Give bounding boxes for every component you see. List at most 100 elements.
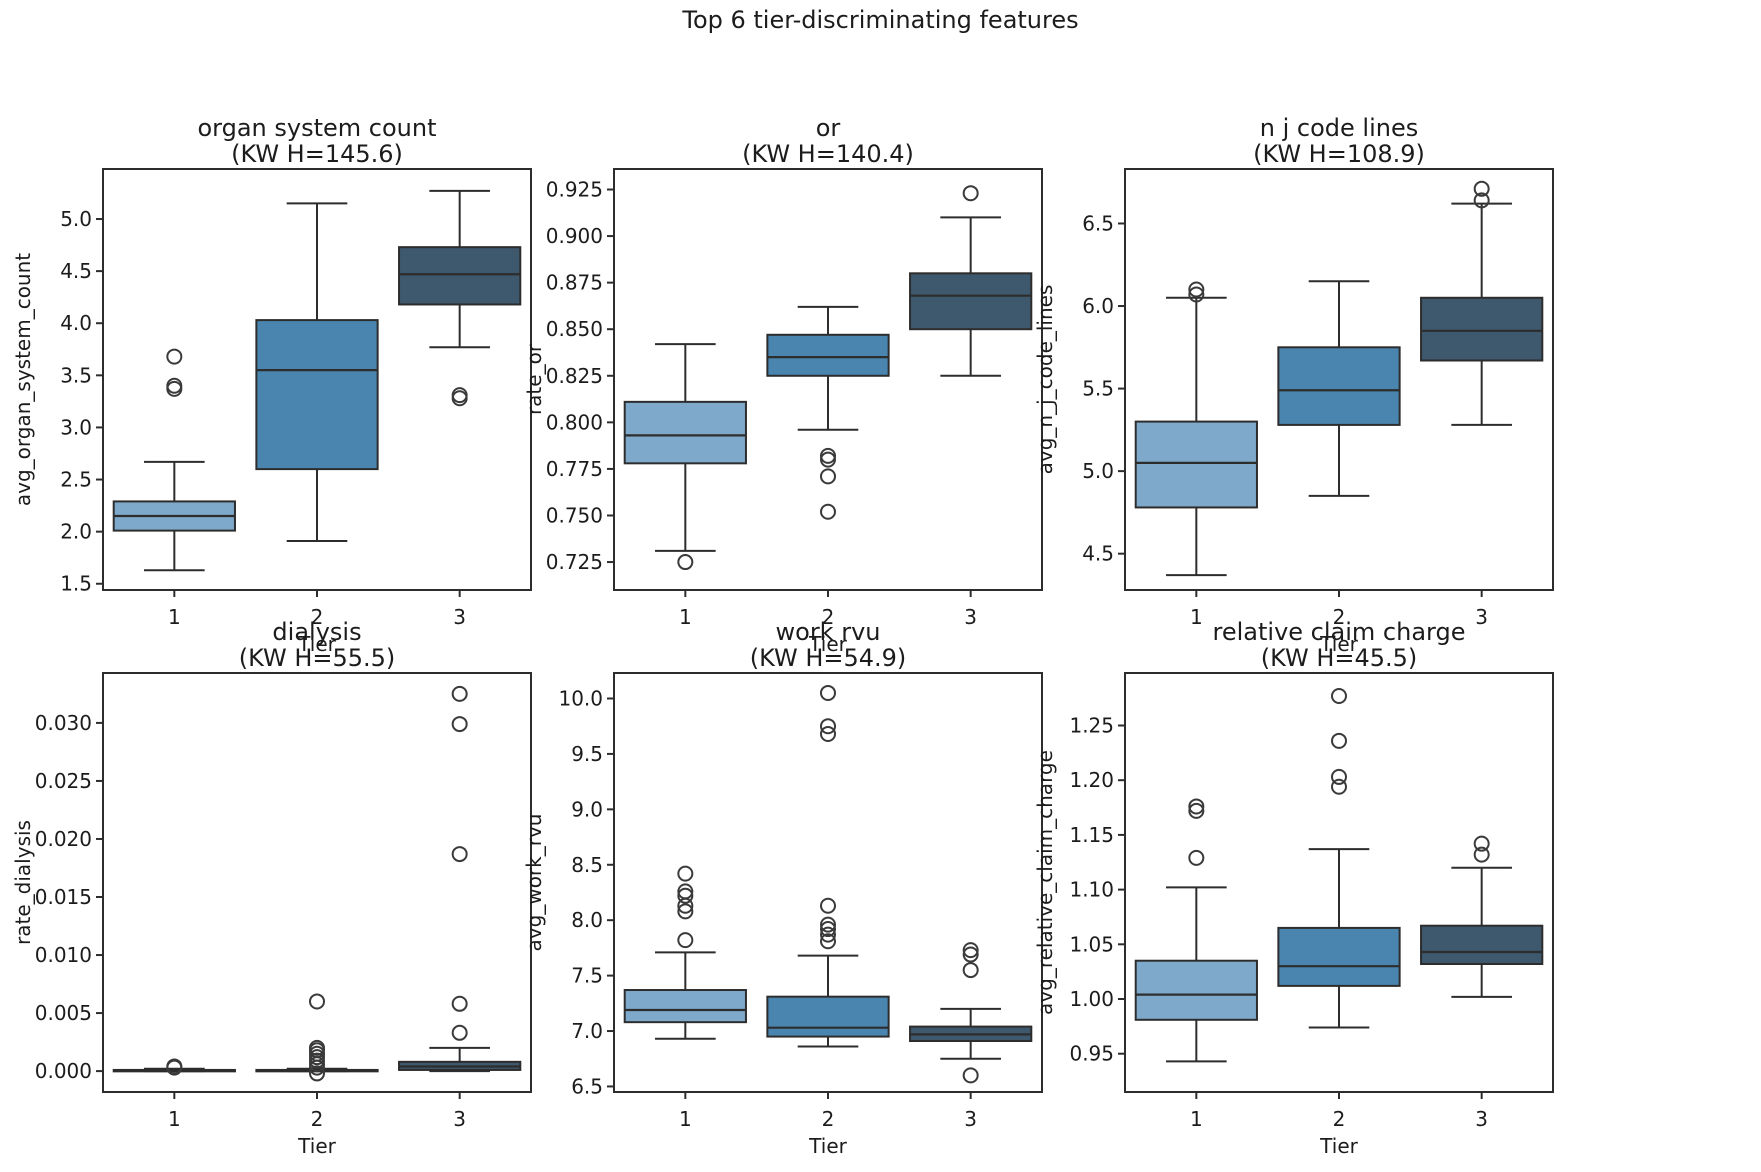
- x-tick-label: 3: [453, 605, 466, 629]
- y-tick-label: 1.00: [1069, 987, 1114, 1011]
- outlier-icon: [1331, 778, 1347, 795]
- box-tier-2: [766, 305, 890, 520]
- outlier-icon: [1331, 768, 1347, 785]
- y-tick-label: 0.010: [35, 943, 92, 967]
- subplot-organ-system-count: 1.5 2.0 2.5 3.0 3.5 4.0 4.5 5.0 1 2 3 Tier avg_organ…: [11, 114, 532, 656]
- y-tick-label: 5.0: [60, 207, 92, 231]
- iqr-box: [623, 989, 747, 1024]
- outlier-icon: [451, 1024, 468, 1041]
- y-tick-label: 4.0: [60, 311, 92, 335]
- axes-frame: [102, 672, 532, 1093]
- outlier-icon: [451, 716, 468, 733]
- outlier-icon: [451, 995, 468, 1012]
- outlier-icon: [1188, 802, 1205, 819]
- subplot-relative-claim-charge: 0.95 1.00 1.05 1.10 1.15 1.20 1.25 1 2 3 Tier avg_r…: [1033, 618, 1554, 1158]
- outlier-icon: [820, 718, 836, 735]
- x-axis-label: Tier: [1319, 632, 1358, 656]
- x-tick-label: 2: [311, 605, 324, 629]
- y-axis-label: avg_organ_system_count: [11, 253, 35, 506]
- outlier-icon: [677, 903, 694, 920]
- outlier-icon: [820, 933, 836, 950]
- y-tick-label: 9.0: [571, 797, 603, 821]
- outlier-icon: [1473, 192, 1490, 209]
- outlier-icon: [166, 377, 183, 394]
- y-tick-label: 1.05: [1069, 932, 1114, 956]
- y-tick-label: 1.5: [60, 572, 92, 596]
- y-tick-label: 0.95: [1069, 1042, 1114, 1066]
- box-tier-3: [1420, 835, 1544, 998]
- box-tier-2: [1277, 687, 1401, 1029]
- y-tick-label: 7.0: [571, 1019, 603, 1043]
- y-tick-label: 4.5: [1082, 542, 1114, 566]
- y-tick-label: 2.0: [60, 520, 92, 544]
- outlier-icon: [451, 390, 468, 407]
- outlier-icon: [1188, 798, 1205, 815]
- outlier-icon: [309, 993, 325, 1010]
- y-tick-label: 3.5: [60, 363, 92, 387]
- box-tier-3: [1420, 180, 1544, 426]
- y-tick-label: 0.725: [546, 550, 603, 574]
- outlier-icon: [1188, 286, 1205, 303]
- outlier-icon: [1331, 687, 1347, 704]
- box-tier-1: [623, 343, 747, 571]
- y-tick-label: 6.0: [1082, 294, 1114, 318]
- figure-title: Top 6 tier-discriminating features: [682, 6, 1079, 34]
- iqr-box: [255, 319, 379, 471]
- y-tick-label: 0.800: [546, 410, 603, 434]
- subplot-n-j-code-lines: 4.5 5.0 5.5 6.0 6.5 1 2 3 Tier avg_n_j_code_lines…: [1033, 114, 1554, 656]
- x-tick-label: 3: [964, 1107, 977, 1131]
- x-tick-label: 2: [311, 1107, 324, 1131]
- y-tick-label: 7.5: [571, 964, 603, 988]
- box-tier-2: [1277, 280, 1401, 497]
- outlier-icon: [1473, 180, 1490, 197]
- y-tick-label: 0.020: [35, 827, 92, 851]
- y-tick-label: 0.025: [35, 769, 92, 793]
- y-tick-label: 1.15: [1069, 823, 1114, 847]
- outlier-icon: [677, 554, 694, 571]
- x-tick-label: 1: [168, 1107, 181, 1131]
- y-tick-label: 6.5: [1082, 211, 1114, 235]
- y-tick-label: 0.750: [546, 503, 603, 527]
- outlier-icon: [962, 185, 979, 202]
- box-tier-3: [909, 185, 1033, 377]
- y-axis-label: avg_n_j_code_lines: [1033, 285, 1057, 475]
- x-tick-label: 3: [1475, 1107, 1488, 1131]
- box-tier-3: [398, 189, 522, 407]
- y-tick-label: 0.015: [35, 885, 92, 909]
- outlier-icon: [820, 503, 836, 520]
- outlier-icon: [451, 846, 468, 863]
- outlier-icon: [677, 883, 694, 900]
- y-tick-label: 1.10: [1069, 878, 1114, 902]
- subplot-title: organ system count (KW H=145.6): [197, 114, 436, 168]
- box-tier-2: [766, 684, 890, 1048]
- axes-frame: [1124, 672, 1554, 1093]
- x-tick-label: 1: [168, 605, 181, 629]
- iqr-box: [1277, 346, 1401, 426]
- y-tick-label: 0.925: [546, 177, 603, 201]
- axes-frame: [102, 168, 532, 591]
- outlier-icon: [451, 387, 468, 404]
- y-tick-label: 9.5: [571, 742, 603, 766]
- y-axis-label: avg_work_rvu: [522, 814, 546, 952]
- outlier-icon: [820, 725, 836, 742]
- outlier-icon: [1473, 835, 1490, 852]
- outlier-icon: [309, 1065, 325, 1082]
- y-axis-label: rate_dialysis: [11, 820, 35, 945]
- outlier-icon: [962, 1067, 979, 1084]
- x-tick-label: 2: [1333, 1107, 1346, 1131]
- outlier-icon: [820, 916, 836, 933]
- iqr-box: [909, 272, 1033, 331]
- y-tick-label: 0.900: [546, 224, 603, 248]
- box-tier-1: [1134, 798, 1258, 1063]
- x-tick-label: 3: [1475, 605, 1488, 629]
- y-tick-label: 2.5: [60, 468, 92, 492]
- y-tick-label: 5.5: [1082, 377, 1114, 401]
- x-tick-label: 2: [822, 605, 835, 629]
- y-tick-label: 0.850: [546, 317, 603, 341]
- y-tick-label: 3.0: [60, 415, 92, 439]
- subplot-title: n j code lines (KW H=108.9): [1253, 114, 1425, 168]
- x-axis-label: Tier: [297, 632, 336, 656]
- subplot-dialysis: 0.000 0.005 0.010 0.015 0.020 0.025 0.030 1 2 3 Ti…: [11, 618, 532, 1158]
- outlier-icon: [820, 468, 836, 485]
